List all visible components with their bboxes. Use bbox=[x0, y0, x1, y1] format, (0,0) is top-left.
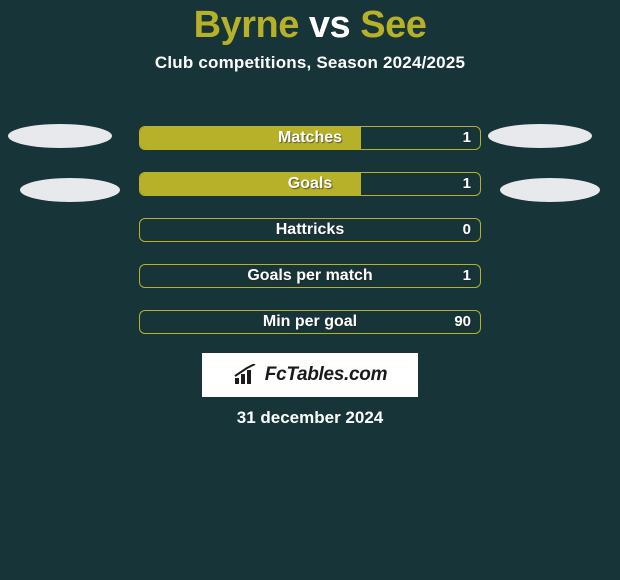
bar-track bbox=[139, 172, 481, 196]
brand-chart-icon bbox=[233, 364, 259, 386]
subtitle: Club competitions, Season 2024/2025 bbox=[0, 53, 620, 73]
avatar-placeholder bbox=[8, 124, 112, 148]
date-label: 31 december 2024 bbox=[0, 408, 620, 428]
bar-track bbox=[139, 218, 481, 242]
bar-track bbox=[139, 310, 481, 334]
page-title: Byrne vs See bbox=[0, 0, 620, 47]
avatar-placeholder bbox=[20, 178, 120, 202]
bar-fill-left bbox=[140, 173, 361, 195]
comparison-row: Hattricks0 bbox=[0, 210, 620, 256]
title-vs: vs bbox=[309, 4, 350, 46]
title-player1: Byrne bbox=[194, 4, 299, 46]
brand-badge: FcTables.com bbox=[202, 353, 418, 397]
bar-fill-left bbox=[140, 127, 361, 149]
bar-track bbox=[139, 264, 481, 288]
title-player2: See bbox=[360, 4, 426, 46]
avatar-placeholder bbox=[488, 124, 592, 148]
comparison-row: Goals per match1 bbox=[0, 256, 620, 302]
brand-text: FcTables.com bbox=[265, 364, 387, 386]
comparison-row: Min per goal90 bbox=[0, 302, 620, 348]
comparison-rows: Matches1Goals1Hattricks0Goals per match1… bbox=[0, 118, 620, 348]
bar-track bbox=[139, 126, 481, 150]
avatar-placeholder bbox=[500, 178, 600, 202]
